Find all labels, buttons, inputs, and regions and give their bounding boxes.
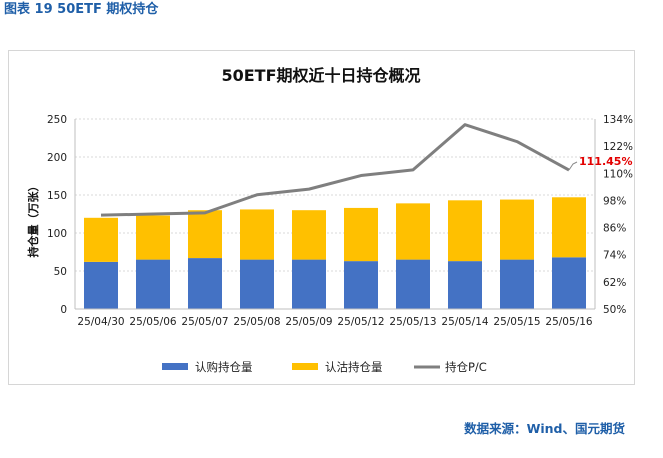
bar-call [188, 258, 222, 309]
legend: 认购持仓量 认沽持仓量 持仓P/C [162, 360, 487, 374]
y2-tick-label: 62% [603, 277, 626, 289]
x-tick-label: 25/05/08 [233, 316, 280, 328]
y-tick-label: 100 [47, 228, 67, 240]
bar-put [396, 203, 430, 260]
y2-tick-label: 86% [603, 223, 626, 235]
chart-panel: 50ETF期权近十日持仓概况 111.45% 0 50 100 150 200 250 50… [8, 50, 635, 385]
bar-put [84, 217, 118, 262]
legend-label-call: 认购持仓量 [195, 360, 253, 374]
bar-put [240, 209, 274, 260]
bars [84, 197, 586, 309]
bar-call [136, 259, 170, 309]
y2-tick-label: 134% [603, 114, 633, 126]
bar-call [396, 259, 430, 309]
x-tick-label: 25/05/12 [337, 316, 384, 328]
bar-call [448, 261, 482, 309]
x-tick-label: 25/05/13 [389, 316, 436, 328]
source-note: 数据来源：Wind、国元期货 [464, 421, 625, 436]
pc-line-path [100, 123, 570, 217]
x-tick-label: 25/05/15 [493, 316, 540, 328]
x-tick-label: 25/05/07 [181, 316, 228, 328]
y-tick-label: 50 [54, 266, 67, 278]
legend-swatch-call [162, 363, 188, 370]
y2-tick-label: 50% [603, 304, 626, 316]
y-axis-label: 持仓量（万张） [26, 181, 40, 258]
y-tick-label: 250 [47, 114, 67, 126]
y2-tick-label: 122% [603, 141, 633, 153]
legend-label-put: 认沽持仓量 [325, 360, 383, 374]
x-tick-label: 25/04/30 [77, 316, 124, 328]
x-tick-label: 25/05/09 [285, 316, 332, 328]
bar-put [292, 210, 326, 260]
pc-annotation-label: 111.45% [579, 155, 632, 168]
x-tick-label: 25/05/16 [545, 316, 592, 328]
x-tick-label: 25/05/06 [129, 316, 176, 328]
bar-put [500, 199, 534, 260]
bar-put [344, 207, 378, 262]
y-tick-label: 150 [47, 190, 67, 202]
bar-put [448, 200, 482, 262]
y-tick-label: 200 [47, 152, 67, 164]
y2-tick-label: 74% [603, 250, 626, 262]
bar-put [136, 215, 170, 260]
pc-line: 111.45% [100, 123, 632, 217]
y2-tick-label: 110% [603, 168, 633, 180]
annotation-leader [568, 161, 578, 171]
bar-call [240, 259, 274, 309]
legend-label-pc: 持仓P/C [445, 360, 487, 374]
bar-call [84, 261, 118, 309]
x-tick-label: 25/05/14 [441, 316, 488, 328]
bar-call [344, 261, 378, 309]
bar-call [292, 259, 326, 309]
legend-swatch-put [292, 363, 318, 370]
y-tick-label: 0 [60, 304, 67, 316]
figure-caption: 图表 19 50ETF 期权持仓 [4, 2, 159, 17]
axes: 0 50 100 150 200 250 50% 62% 74% 86% 98% 110% 122% 13… [47, 114, 633, 328]
bar-put [188, 210, 222, 259]
chart: 50ETF期权近十日持仓概况 111.45% 0 50 100 150 200 250 50… [26, 66, 633, 374]
bar-call [500, 259, 534, 309]
chart-title: 50ETF期权近十日持仓概况 [221, 66, 420, 85]
bar-call [552, 257, 586, 309]
y2-tick-label: 98% [603, 195, 626, 207]
bar-put [552, 197, 586, 258]
